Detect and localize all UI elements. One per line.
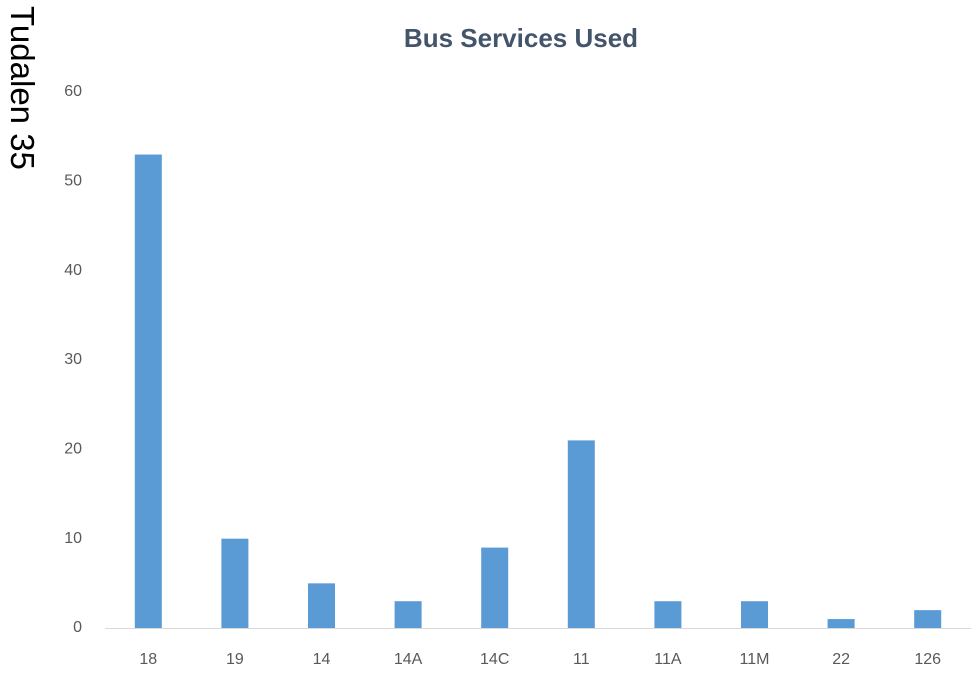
y-tick-label: 40 — [64, 262, 82, 279]
y-tick-label: 10 — [64, 530, 82, 547]
bar — [741, 601, 768, 628]
bar — [827, 619, 855, 628]
x-tick-label: 22 — [832, 651, 850, 668]
bar — [567, 440, 595, 628]
y-tick-label: 50 — [64, 173, 82, 190]
bar — [914, 610, 942, 628]
bar — [308, 583, 335, 628]
x-tick-label: 11A — [654, 651, 682, 668]
x-tick-label: 19 — [226, 651, 244, 668]
x-tick-label: 11 — [573, 651, 590, 668]
y-tick-label: 30 — [64, 351, 82, 368]
bar — [394, 601, 422, 628]
bar — [654, 601, 682, 628]
bar — [134, 154, 162, 629]
y-tick-label: 20 — [64, 441, 82, 458]
x-tick-label: 11M — [740, 651, 770, 668]
bar — [481, 547, 509, 628]
x-tick-label: 18 — [139, 651, 157, 668]
y-tick-label: 60 — [64, 83, 82, 100]
chart-title: Bus Services Used — [404, 23, 638, 53]
bar — [221, 538, 249, 628]
y-tick-label: 0 — [73, 619, 82, 636]
x-tick-label: 14 — [313, 651, 331, 668]
x-tick-label: 14A — [394, 651, 423, 668]
x-tick-label: 126 — [914, 651, 941, 668]
x-tick-label: 14C — [480, 651, 509, 668]
page-label: Tudalen 35 — [4, 6, 41, 170]
